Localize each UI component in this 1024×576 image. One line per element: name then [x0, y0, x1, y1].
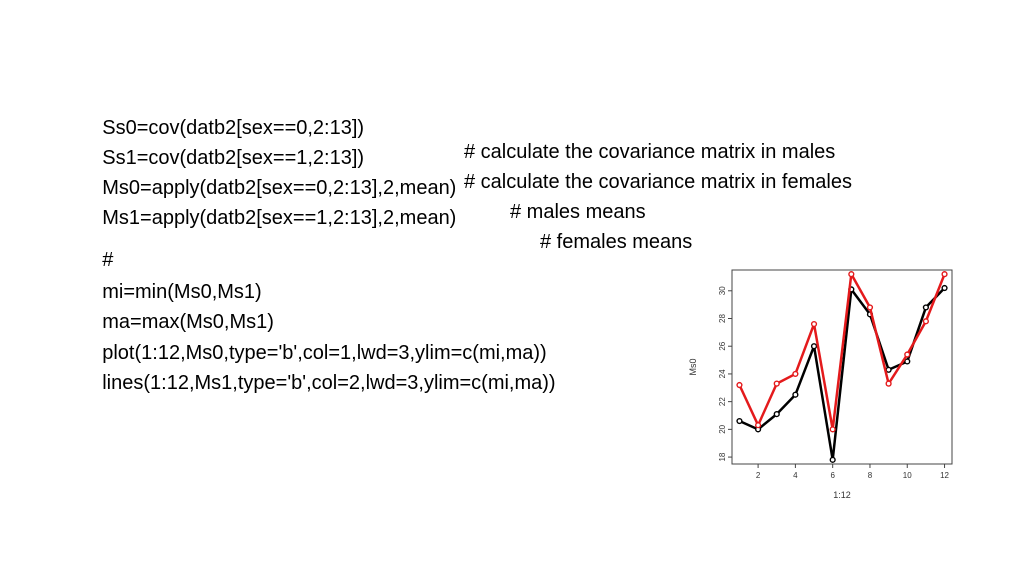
- code-line: Ss1=cov(datb2[sex==1,2:13]) # calculate …: [80, 122, 852, 218]
- code-text: Ms0=apply(datb2[sex==0,2:13],2,mean): [102, 177, 457, 199]
- code-line: mi=min(Ms0,Ms1): [80, 256, 262, 328]
- data-point: [773, 411, 780, 418]
- code-text: Ms1=apply(datb2[sex==1,2:13],2,mean): [102, 207, 457, 229]
- code-line: Ms0=apply(datb2[sex==0,2:13],2,mean) # m…: [80, 152, 645, 248]
- data-point: [810, 320, 818, 328]
- code-line: #: [80, 224, 113, 296]
- x-tick-label: 10: [903, 471, 912, 480]
- code-text: Ss0=cov(datb2[sex==0,2:13]): [102, 117, 365, 139]
- y-tick-label: 22: [718, 397, 727, 406]
- data-point: [848, 271, 855, 278]
- data-point: [829, 456, 836, 463]
- data-point: [941, 271, 948, 278]
- data-point: [736, 417, 743, 425]
- code-comment: # males means: [510, 201, 646, 223]
- x-tick-label: 8: [868, 471, 873, 480]
- data-point: [941, 284, 948, 292]
- code-comment: # calculate the covariance matrix in mal…: [464, 141, 836, 163]
- code-line: ma=max(Ms0,Ms1): [80, 286, 274, 358]
- data-point: [885, 366, 892, 373]
- data-point: [922, 304, 929, 311]
- y-tick-label: 30: [718, 286, 727, 295]
- x-tick-label: 6: [830, 471, 835, 480]
- code-text: Ss1=cov(datb2[sex==1,2:13]): [102, 147, 365, 169]
- series-line: [738, 272, 946, 431]
- code-comment: # calculate the covariance matrix in fem…: [464, 171, 852, 193]
- data-point: [922, 318, 929, 325]
- x-tick-label: 2: [756, 471, 761, 480]
- code-line: Ms1=apply(datb2[sex==1,2:13],2,mean) # f…: [80, 182, 692, 278]
- y-tick-label: 26: [718, 341, 727, 350]
- code-text: plot(1:12,Ms0,type='b',col=1,lwd=3,ylim=…: [102, 342, 547, 364]
- data-point: [810, 343, 818, 350]
- data-point: [755, 422, 762, 429]
- plot-frame: [731, 269, 953, 465]
- code-text: #: [102, 249, 114, 271]
- x-axis-label: 1:12: [833, 490, 851, 500]
- y-tick-label: 24: [718, 369, 727, 378]
- data-point: [904, 351, 911, 358]
- data-point: [736, 381, 743, 389]
- data-point: [792, 391, 799, 398]
- code-text: lines(1:12,Ms1,type='b',col=2,lwd=3,ylim…: [102, 372, 556, 394]
- y-tick-label: 18: [718, 452, 727, 461]
- series-line: [738, 287, 946, 462]
- x-tick-label: 4: [793, 471, 798, 480]
- code-text: ma=max(Ms0,Ms1): [102, 311, 274, 333]
- code-text: mi=min(Ms0,Ms1): [102, 281, 262, 303]
- y-tick-label: 20: [718, 424, 727, 433]
- data-point: [904, 358, 911, 365]
- data-point: [885, 380, 892, 387]
- data-point: [829, 426, 836, 433]
- y-axis-label: Ms0: [688, 358, 698, 375]
- data-point: [866, 304, 874, 311]
- data-point: [792, 370, 799, 378]
- code-line: lines(1:12,Ms1,type='b',col=2,lwd=3,ylim…: [80, 347, 556, 419]
- code-comment: # females means: [540, 231, 693, 253]
- code-line: Ss0=cov(datb2[sex==0,2:13]) # calculate …: [80, 92, 835, 188]
- data-point: [773, 380, 780, 387]
- code-line: plot(1:12,Ms0,type='b',col=1,lwd=3,ylim=…: [80, 317, 547, 389]
- r-plot: 2 4 6 8 10 12 18 20 22 24 26 28 30 1:12 Ms0: [686, 262, 956, 502]
- x-tick-label: 12: [940, 471, 949, 480]
- y-tick-label: 28: [718, 314, 727, 323]
